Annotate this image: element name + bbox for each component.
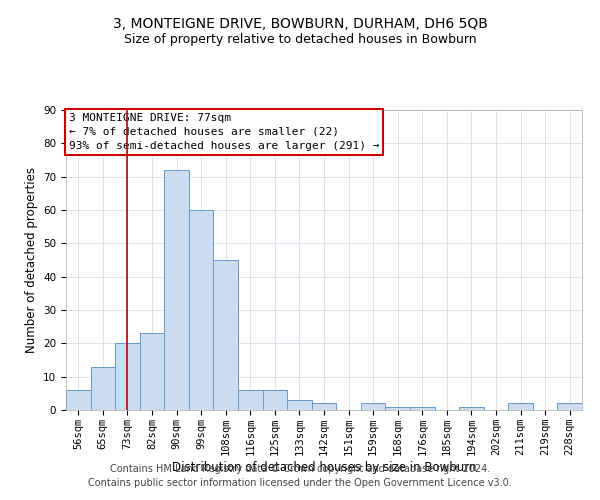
X-axis label: Distribution of detached houses by size in Bowburn: Distribution of detached houses by size … (172, 460, 476, 473)
Bar (263, 390, 287, 410)
Bar (385, 406, 410, 410)
Text: 3, MONTEIGNE DRIVE, BOWBURN, DURHAM, DH6 5QB: 3, MONTEIGNE DRIVE, BOWBURN, DURHAM, DH6… (113, 18, 487, 32)
Bar (238, 390, 263, 410)
Bar (214, 260, 238, 410)
Bar (91, 366, 115, 410)
Bar (508, 404, 533, 410)
Bar (287, 400, 312, 410)
Text: Size of property relative to detached houses in Bowburn: Size of property relative to detached ho… (124, 32, 476, 46)
Bar (557, 404, 582, 410)
Bar (66, 390, 91, 410)
Bar (459, 406, 484, 410)
Text: 3 MONTEIGNE DRIVE: 77sqm
← 7% of detached houses are smaller (22)
93% of semi-de: 3 MONTEIGNE DRIVE: 77sqm ← 7% of detache… (68, 113, 379, 151)
Bar (361, 404, 385, 410)
Y-axis label: Number of detached properties: Number of detached properties (25, 167, 38, 353)
Bar (164, 170, 189, 410)
Bar (410, 406, 434, 410)
Bar (140, 334, 164, 410)
Text: Contains HM Land Registry data © Crown copyright and database right 2024.
Contai: Contains HM Land Registry data © Crown c… (88, 464, 512, 487)
Bar (312, 404, 336, 410)
Bar (189, 210, 214, 410)
Bar (115, 344, 140, 410)
